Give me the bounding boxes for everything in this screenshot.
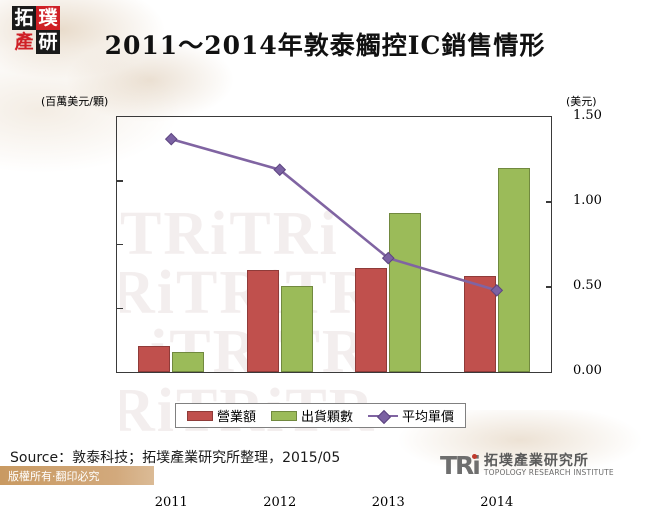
left-axis-tick [116,243,123,246]
chart-bar [463,275,496,372]
seal-char-3: 產 [14,31,34,53]
tri-dot-icon [471,454,477,459]
chart-title: 2011～2014年敦泰觸控IC銷售情形 [104,31,546,60]
chart-bar [497,168,530,372]
legend-swatch-revenue [187,410,213,421]
chart-bar [355,268,388,372]
left-axis-unit-label: (百萬美元/顆) [41,95,109,108]
right-axis-unit-label: (美元) [566,95,597,108]
chart-bar [280,285,313,372]
legend-item-revenue[interactable]: 營業額 [187,406,256,425]
chart-legend: 營業額 出貨顆數 平均單價 [175,403,467,428]
right-axis-tick-label: 0.00 [573,363,602,378]
chart-bar [138,345,171,372]
legend-label-revenue: 營業額 [217,410,257,425]
asp-line-path [170,137,498,292]
right-axis-tick-label: 1.00 [573,193,602,208]
seal-char-1: 拓 [12,6,36,30]
x-axis-tick-label: 2013 [371,495,405,510]
x-axis-tick-label: 2014 [480,495,514,510]
tri-seal-logo: 拓 璞 產 研 [12,6,60,54]
chart-plot-area: 01002003004000.000.501.001.5020112012201… [116,108,602,510]
tri-name-en: TOPOLOGY RESEARCH INSTITUTE [483,467,614,477]
legend-item-asp[interactable]: 平均單價 [368,406,454,425]
legend-swatch-shipments [271,410,298,421]
chart-bar [246,270,279,372]
source-note: Source：敦泰科技；拓墣產業研究所整理，2015/05 [10,450,341,466]
seal-char-2: 璞 [36,6,60,30]
left-axis-tick [116,307,123,309]
chart-bar [389,213,422,372]
asp-line-marker [490,284,504,297]
asp-line-series [164,132,504,297]
tri-name-cn: 拓墣產業研究所 [483,453,589,470]
left-axis-tick [116,180,123,182]
asp-line-marker [164,132,178,146]
legend-label-asp: 平均單價 [402,410,455,425]
x-axis-tick-label: 2012 [263,495,297,510]
chart-bar [172,352,205,372]
right-axis-tick-label: 1.50 [573,108,602,123]
right-axis-tick [545,286,552,288]
asp-line-marker [273,163,287,177]
legend-label-shipments: 出貨顆數 [301,410,354,425]
tri-name-block: 拓墣產業研究所 TOPOLOGY RESEARCH INSTITUTE [484,454,614,477]
right-axis-tick [545,201,552,203]
asp-line-marker [381,251,395,265]
x-axis-tick-label: 2011 [154,495,188,510]
tri-wordmark: TRi [440,453,481,478]
seal-char-4: 研 [36,30,60,54]
copyright-text: 版權所有‧翻印必究 [8,470,100,483]
right-axis-tick-label: 0.50 [573,278,602,293]
copyright-band [0,466,154,485]
tri-footer-logo: TRi 拓墣產業研究所 TOPOLOGY RESEARCH INSTITUTE [440,453,614,478]
legend-item-shipments[interactable]: 出貨顆數 [271,406,353,425]
legend-swatch-asp [368,411,399,421]
